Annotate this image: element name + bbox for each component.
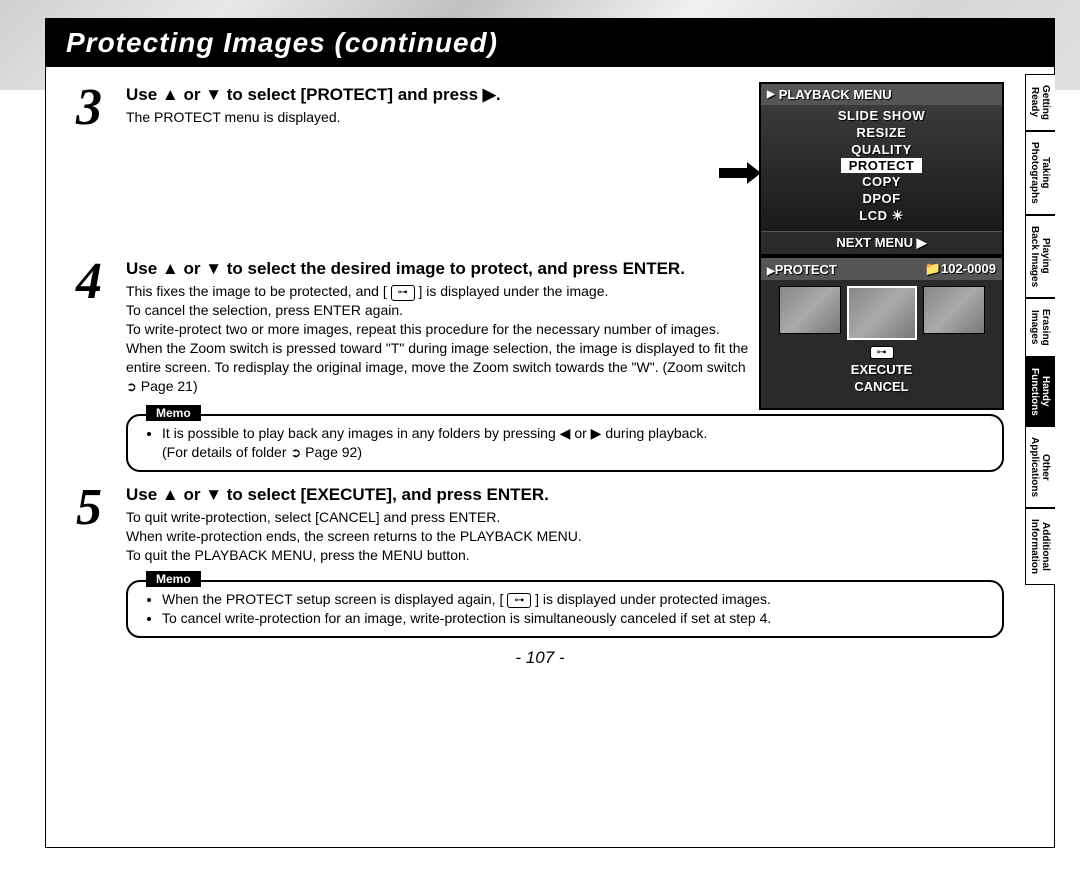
down-arrow-icon (205, 259, 222, 278)
step-4-text: This fixes the image to be protected, an… (126, 282, 749, 395)
tab-getting-ready[interactable]: GettingReady (1025, 74, 1055, 131)
down-arrow-icon (205, 485, 222, 504)
step-5-number: 5 (76, 482, 126, 565)
step-5-text: To quit write-protection, select [CANCEL… (126, 508, 1004, 565)
step-3-text: The PROTECT menu is displayed. (126, 108, 749, 127)
step-3-title: Use or to select [PROTECT] and press . (126, 84, 749, 106)
pointer-arrow-icon (719, 162, 761, 184)
key-icon: ⊶ (391, 285, 415, 301)
left-arrow-icon (560, 425, 571, 441)
tab-playing-back[interactable]: PlayingBack Images (1025, 215, 1055, 298)
page-title: Protecting Images (continued) (46, 19, 1054, 67)
reference-icon (290, 444, 301, 460)
menu-item: QUALITY (761, 141, 1002, 158)
memo-bullet: To cancel write-protection for an image,… (162, 609, 988, 628)
menu-item-selected: PROTECT (841, 158, 923, 173)
lcd-action-execute: EXECUTE (761, 361, 1002, 378)
tab-erasing-images[interactable]: ErasingImages (1025, 298, 1055, 357)
up-arrow-icon (162, 485, 179, 504)
step-4-number: 4 (76, 256, 126, 395)
down-arrow-icon (205, 85, 222, 104)
up-arrow-icon (162, 259, 179, 278)
lcd-action-cancel: CANCEL (761, 378, 1002, 395)
menu-item: SLIDE SHOW (761, 107, 1002, 124)
memo-label: Memo (146, 571, 201, 587)
manual-page: Protecting Images (continued) GettingRea… (45, 18, 1055, 848)
right-arrow-icon (591, 425, 602, 441)
memo-bullet: When the PROTECT setup screen is display… (162, 590, 988, 609)
menu-item: LCD ☀ (761, 207, 1002, 225)
menu-item: DPOF (761, 190, 1002, 207)
thumbnail-selected (847, 286, 917, 340)
reference-icon (126, 378, 137, 394)
key-icon: ⊶ (507, 593, 531, 609)
memo-box: Memo It is possible to play back any ima… (126, 414, 1004, 472)
tab-other-applications[interactable]: OtherApplications (1025, 426, 1055, 508)
thumbnail (923, 286, 985, 334)
lcd-playback-menu: PLAYBACK MENU SLIDE SHOW RESIZE QUALITY … (759, 82, 1004, 256)
step-5-title: Use or to select [EXECUTE], and press EN… (126, 484, 1004, 506)
menu-item: RESIZE (761, 124, 1002, 141)
step-3-number: 3 (76, 82, 126, 241)
memo-box: Memo When the PROTECT setup screen is di… (126, 580, 1004, 638)
up-arrow-icon (162, 85, 179, 104)
right-arrow-icon (483, 85, 496, 104)
page-number: - 107 - (76, 648, 1004, 668)
lcd-footer: NEXT MENU ▶ (761, 231, 1002, 254)
tab-additional-info[interactable]: AdditionalInformation (1025, 508, 1055, 585)
side-tabs: GettingReady TakingPhotographs PlayingBa… (1025, 74, 1055, 585)
key-icon: ⊶ (870, 346, 894, 359)
tab-handy-functions[interactable]: HandyFunctions (1025, 357, 1055, 427)
menu-item: COPY (761, 173, 1002, 190)
thumbnail (779, 286, 841, 334)
memo-label: Memo (146, 405, 201, 421)
lcd-protect-screen: PROTECT 📁102-0009 ⊶ EXECUTE CANCEL (759, 256, 1004, 410)
step-4-title: Use or to select the desired image to pr… (126, 258, 749, 280)
content-area: 3 Use or to select [PROTECT] and press .… (46, 67, 1054, 678)
tab-taking-photographs[interactable]: TakingPhotographs (1025, 131, 1055, 215)
memo-bullet: It is possible to play back any images i… (162, 424, 988, 462)
